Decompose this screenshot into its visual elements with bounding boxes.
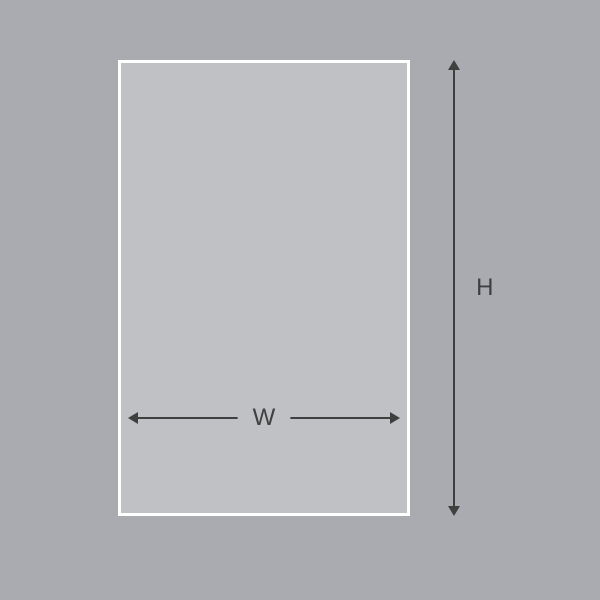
rectangle-panel bbox=[118, 60, 410, 516]
height-dimension-label: H bbox=[468, 274, 502, 303]
height-dimension-line bbox=[442, 60, 466, 516]
diagram-canvas: W H bbox=[0, 0, 600, 600]
width-dimension-label: W bbox=[240, 404, 288, 433]
height-arrow-icon bbox=[442, 60, 466, 516]
